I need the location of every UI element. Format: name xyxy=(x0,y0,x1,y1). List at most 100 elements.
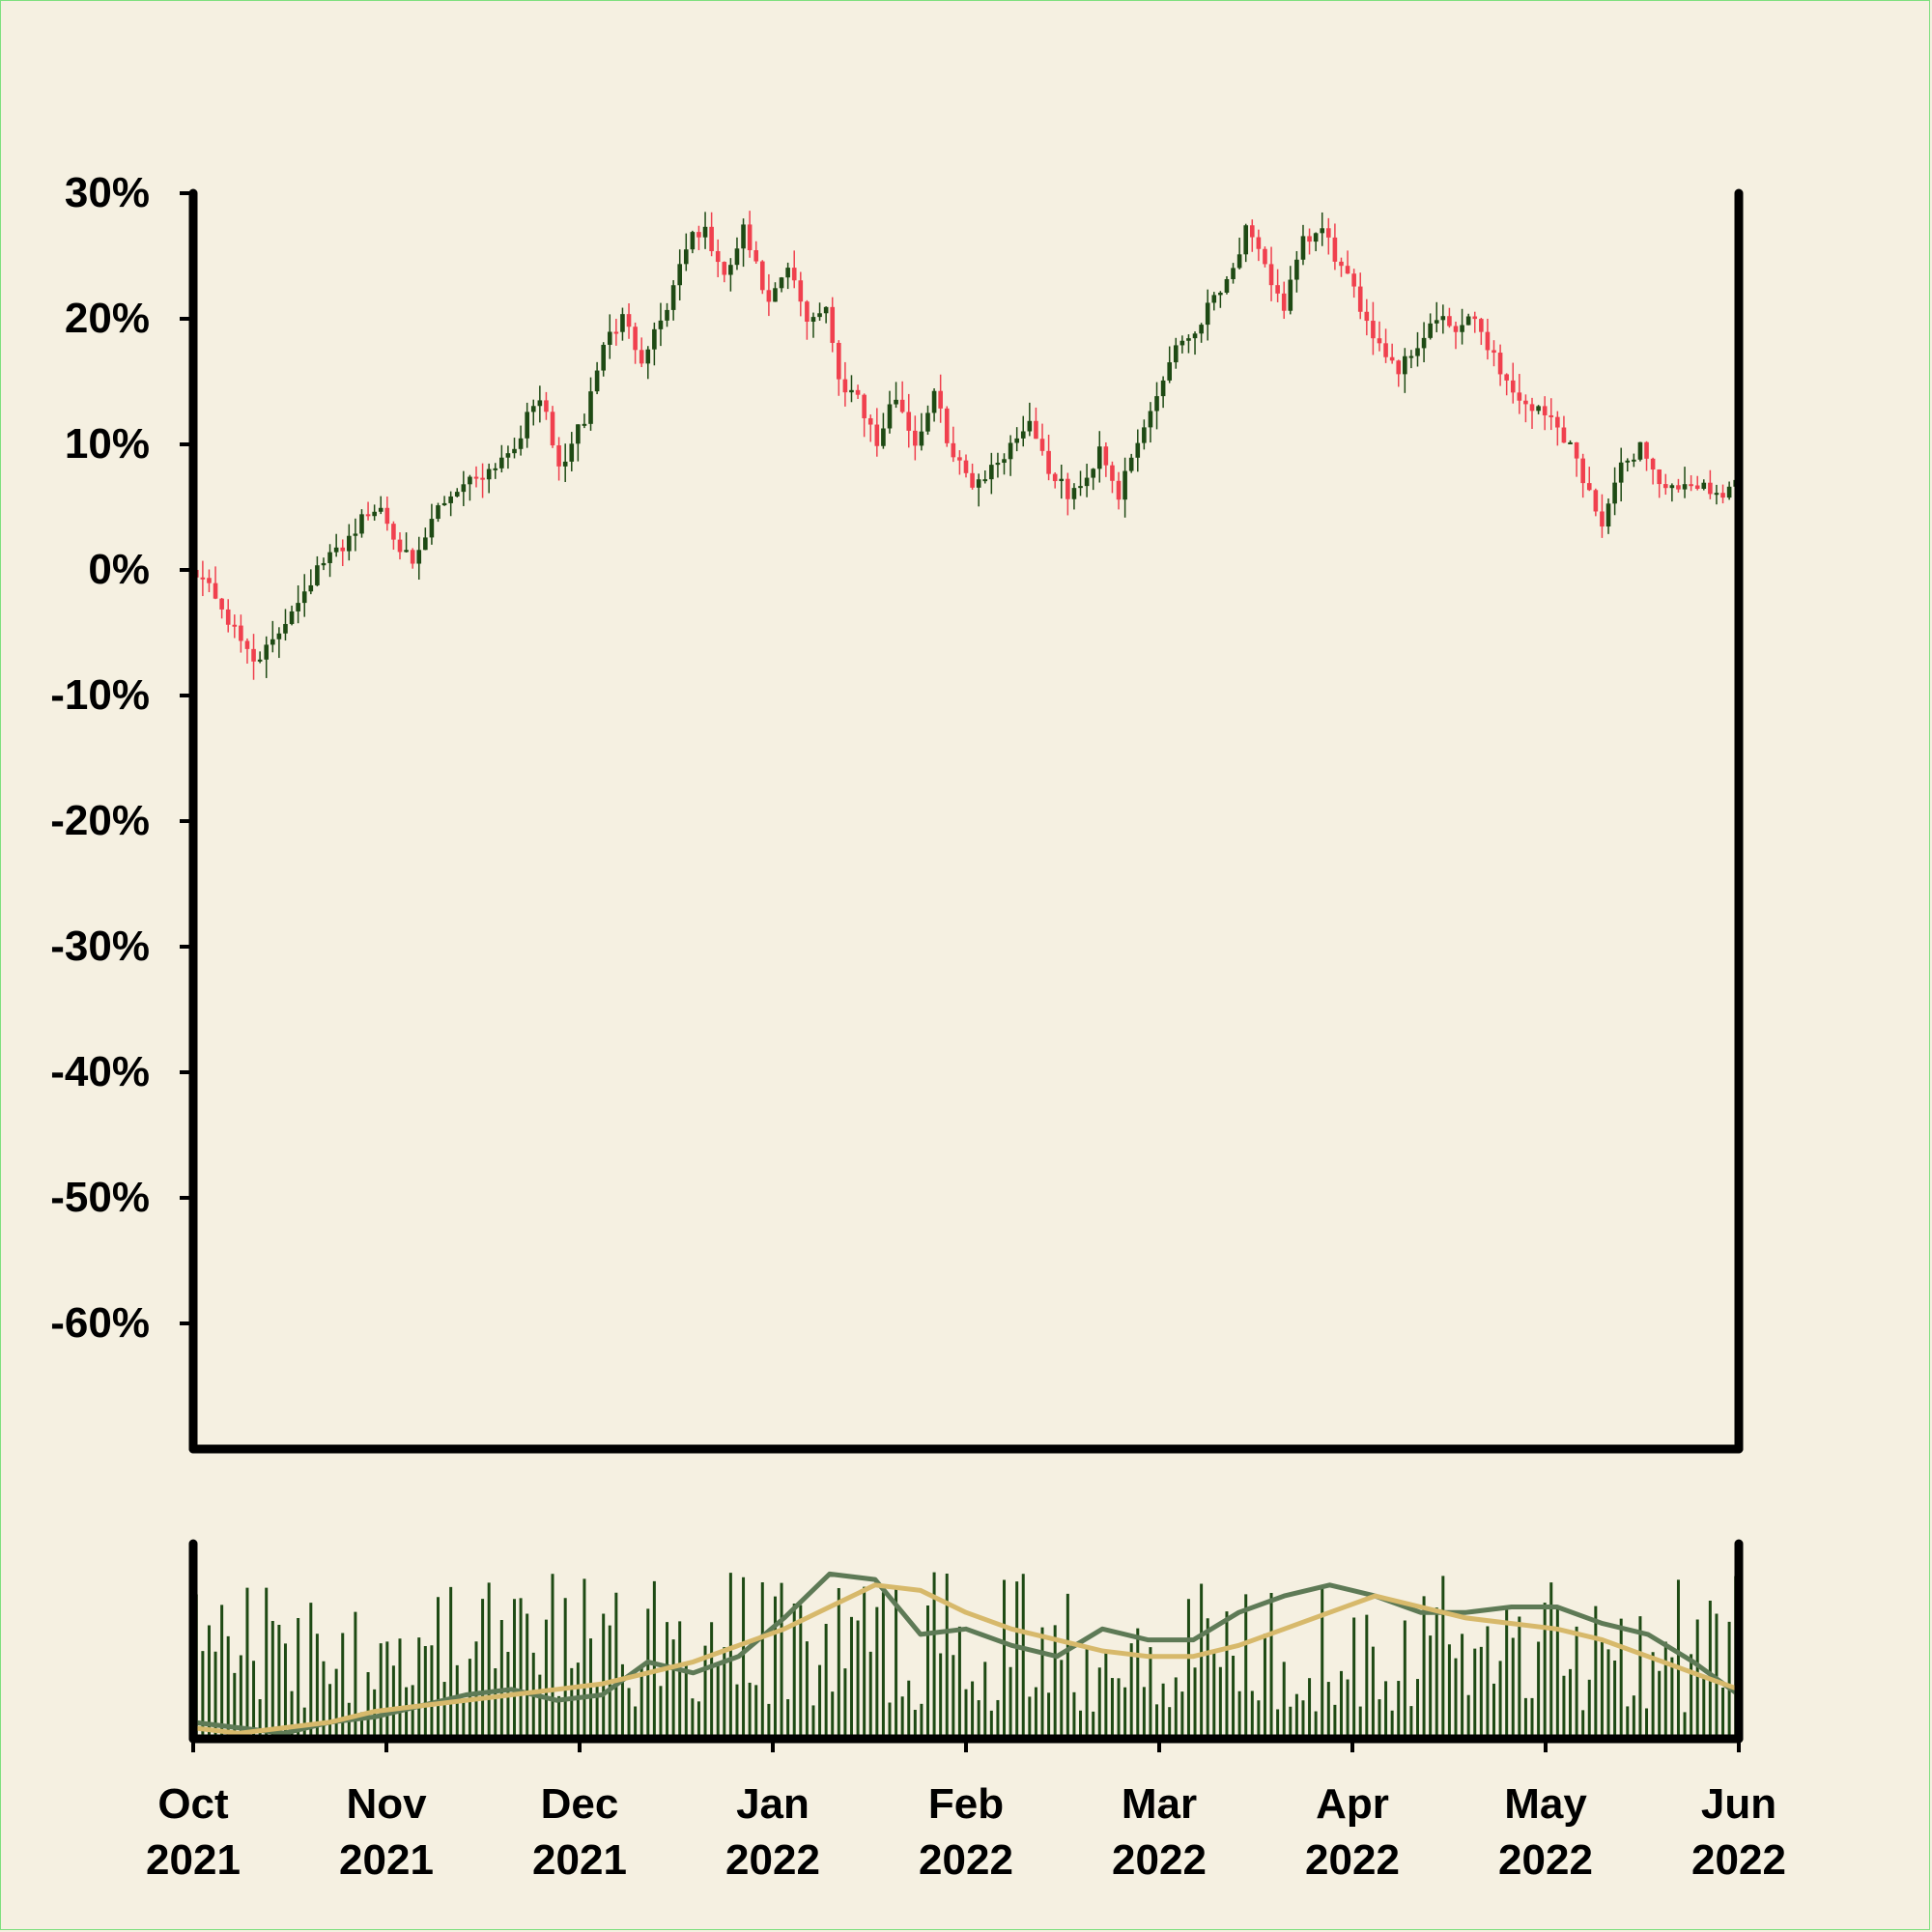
candle-body xyxy=(1650,458,1656,470)
candle-body xyxy=(613,331,619,334)
candle-body xyxy=(995,463,1001,466)
price-candle xyxy=(1046,434,1051,481)
price-candle xyxy=(665,302,669,327)
price-candle xyxy=(1128,453,1134,473)
price-candle xyxy=(582,413,587,429)
price-candle xyxy=(1116,471,1122,510)
candle-body xyxy=(372,511,377,517)
price-candle xyxy=(283,609,288,641)
candle-body xyxy=(1084,477,1090,487)
candle-body xyxy=(1568,441,1573,444)
candle-body xyxy=(512,448,517,454)
candle-body xyxy=(1275,285,1280,294)
candle-body xyxy=(963,460,969,473)
candle-body xyxy=(741,224,746,249)
candle-body xyxy=(1002,459,1007,464)
price-candle xyxy=(429,503,435,545)
price-candle xyxy=(658,302,664,347)
price-candle xyxy=(1110,461,1115,494)
price-candle xyxy=(1020,415,1026,447)
candle-body xyxy=(525,412,529,439)
candle-body xyxy=(1485,331,1491,351)
candle-body xyxy=(239,625,243,641)
price-candle xyxy=(1371,301,1376,355)
candle-body xyxy=(1701,482,1707,489)
price-candle xyxy=(867,414,873,442)
price-candle xyxy=(365,501,371,521)
volume-ma-line xyxy=(192,1571,1741,1736)
candle-body xyxy=(404,550,409,553)
price-candle xyxy=(1561,415,1567,443)
candle-body xyxy=(1339,261,1344,267)
candle-body xyxy=(1231,268,1236,279)
candle-body xyxy=(1179,340,1185,346)
price-candle xyxy=(359,509,364,538)
price-candle xyxy=(944,406,950,447)
candle-body xyxy=(1103,446,1109,466)
price-candle xyxy=(1332,223,1338,270)
price-tick-label: -40% xyxy=(50,1048,150,1095)
price-candle xyxy=(798,271,804,317)
candle-body xyxy=(1364,311,1370,322)
price-candle xyxy=(899,381,905,413)
price-candle xyxy=(1650,457,1656,485)
price-candle xyxy=(1428,313,1433,340)
price-candle xyxy=(1002,453,1007,475)
price-candle xyxy=(1485,318,1491,360)
price-candle xyxy=(327,544,332,578)
candle-body xyxy=(989,465,994,480)
time-tick-month: Mar xyxy=(1122,1780,1197,1828)
candle-body xyxy=(468,476,472,485)
price-candle xyxy=(1148,402,1153,443)
price-candle xyxy=(1421,322,1427,362)
candle-body xyxy=(244,640,250,649)
candle-body xyxy=(1059,478,1065,482)
price-candle xyxy=(1103,441,1109,477)
price-candle xyxy=(951,426,956,463)
price-candle xyxy=(1460,308,1464,345)
price-candle xyxy=(874,408,880,457)
candle-body xyxy=(1644,441,1649,459)
candle-body xyxy=(1135,442,1141,458)
time-tick-year: 2022 xyxy=(1305,1836,1400,1884)
candle-body xyxy=(855,389,861,395)
candle-body xyxy=(1669,485,1675,489)
price-candle xyxy=(913,415,918,461)
candle-body xyxy=(1116,480,1122,500)
candle-body xyxy=(805,301,810,323)
candle-body xyxy=(665,309,669,321)
candle-body xyxy=(823,306,829,314)
price-candle xyxy=(1192,331,1198,355)
price-candle xyxy=(652,322,657,366)
price-candle xyxy=(404,532,409,553)
candle-body xyxy=(207,578,212,583)
price-candle xyxy=(982,469,988,484)
candle-body xyxy=(1142,427,1147,443)
candle-body xyxy=(1625,460,1631,463)
price-candle xyxy=(1154,382,1159,430)
candle-body xyxy=(1186,338,1191,341)
price-candle xyxy=(970,463,975,490)
candle-body xyxy=(913,430,918,446)
price-candle xyxy=(1440,304,1446,334)
price-candle xyxy=(219,597,224,619)
candle-body xyxy=(1300,236,1306,260)
candle-body xyxy=(944,408,950,443)
candle-body xyxy=(257,659,263,662)
candle-body xyxy=(410,550,415,564)
price-candle xyxy=(1377,321,1382,352)
price-candle xyxy=(537,385,543,423)
candle-body xyxy=(384,507,390,525)
candle-body xyxy=(970,472,975,488)
candle-body xyxy=(753,250,759,262)
candle-body xyxy=(1637,441,1643,460)
price-candle xyxy=(805,299,810,340)
candle-body xyxy=(1294,259,1299,280)
candle-body xyxy=(785,268,790,278)
candle-body xyxy=(842,379,848,393)
price-candle xyxy=(512,438,517,459)
candle-body xyxy=(1720,493,1725,498)
price-candle xyxy=(353,518,358,552)
candle-body xyxy=(333,547,339,553)
price-candle xyxy=(315,555,320,587)
